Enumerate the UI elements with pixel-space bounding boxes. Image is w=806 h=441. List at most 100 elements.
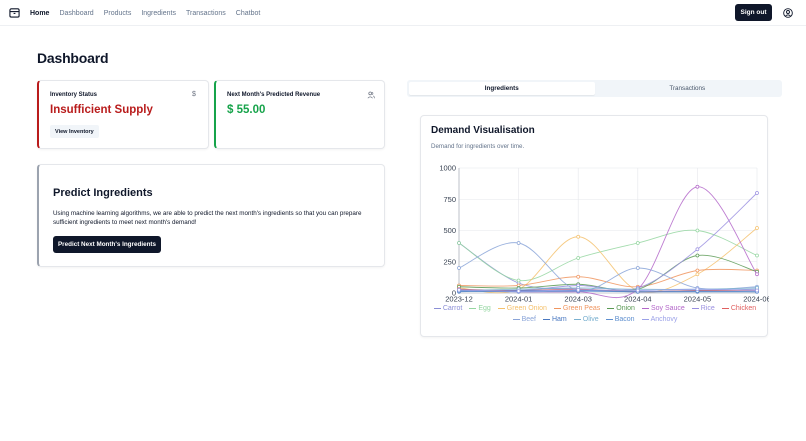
data-point-green-peas — [695, 268, 700, 273]
legend-label: Soy Sauce — [650, 305, 685, 312]
x-tick-label: 2024-06 — [743, 295, 769, 304]
chart-tabs: Ingredients Transactions — [407, 80, 782, 97]
tab-ingredients[interactable]: Ingredients — [409, 82, 595, 95]
demand-chart-card: Demand Visualisation Demand for ingredie… — [420, 115, 769, 337]
nav-link-transactions[interactable]: Transactions — [185, 9, 226, 17]
series-line-egg — [458, 229, 758, 282]
legend-item-green-peas[interactable]: Green Peas — [553, 305, 601, 312]
x-tick-label: 2024-04 — [624, 295, 652, 304]
data-point-egg — [635, 241, 640, 245]
legend-swatch — [605, 319, 613, 320]
legend-item-ham[interactable]: Ham — [542, 316, 567, 323]
legend-swatch — [691, 308, 699, 309]
legend-swatch — [433, 308, 441, 309]
data-point-rice — [755, 191, 759, 195]
legend-item-rice[interactable]: Rice — [691, 305, 715, 312]
data-point-egg — [695, 228, 700, 233]
predict-description: Using machine learning algorithms, we ar… — [53, 210, 362, 226]
legend-swatch — [573, 319, 581, 320]
predicted-revenue-value: $ 55.00 — [227, 104, 266, 116]
data-point-anchovy — [755, 288, 759, 293]
users-icon — [367, 91, 375, 99]
dollar-icon: $ — [192, 91, 196, 98]
chart-title: Demand Visualisation — [431, 125, 535, 136]
legend-item-chicken[interactable]: Chicken — [721, 305, 757, 312]
legend-swatch — [469, 308, 477, 309]
data-point-soy-sauce — [695, 184, 700, 189]
data-point-anchovy — [635, 288, 640, 293]
legend-swatch — [512, 319, 520, 320]
y-tick-label: 750 — [443, 195, 456, 204]
legend-label: Bacon — [614, 316, 635, 323]
data-point-beef — [457, 266, 461, 270]
user-avatar-icon[interactable] — [783, 8, 793, 18]
inventory-status-value: Insufficient Supply — [50, 104, 153, 116]
tab-transactions[interactable]: Transactions — [669, 85, 706, 92]
nav-link-ingredients[interactable]: Ingredients — [141, 9, 176, 17]
inventory-status-card: Inventory Status $ Insufficient Supply V… — [37, 80, 209, 149]
series-line-onion — [458, 254, 758, 291]
data-point-egg — [755, 253, 759, 258]
legend-swatch — [641, 308, 649, 309]
legend-swatch — [542, 319, 550, 320]
legend-item-bacon[interactable]: Bacon — [605, 316, 635, 323]
series-line-rice — [458, 192, 758, 292]
legend-label: Egg — [478, 305, 491, 312]
legend-label: Green Onion — [506, 305, 547, 312]
legend-label: Onion — [616, 305, 635, 312]
series-line-green-onion — [458, 227, 758, 294]
legend-label: Anchovy — [650, 316, 678, 323]
predict-next-month-button[interactable]: Predict Next Month's Ingredients — [53, 236, 161, 253]
predict-title: Predict Ingredients — [53, 187, 153, 199]
demand-line-chart: 0 250 500 750 1000 2023-12 2024-01 2024-03 2024-… — [439, 164, 769, 304]
data-point-green-onion — [755, 226, 759, 230]
x-tick-label: 2024-01 — [505, 295, 533, 304]
data-point-green-onion — [576, 234, 581, 239]
legend-label: Rice — [700, 305, 715, 312]
predicted-revenue-label: Next Month's Predicted Revenue — [227, 92, 321, 98]
y-tick-label: 1000 — [439, 164, 456, 173]
nav-link-chatbot[interactable]: Chatbot — [235, 9, 261, 17]
sign-out-button[interactable]: Sign out — [735, 4, 772, 21]
legend-item-egg[interactable]: Egg — [469, 305, 491, 312]
page-title: Dashboard — [37, 50, 109, 66]
y-tick-label: 0 — [452, 289, 456, 298]
data-point-egg — [457, 241, 461, 245]
series-line-green-peas — [458, 268, 758, 288]
nav-links: Home Dashboard Products Ingredients Tran… — [30, 0, 260, 26]
package-icon[interactable] — [9, 7, 20, 18]
legend-label: Green Peas — [562, 305, 601, 312]
top-nav: Home Dashboard Products Ingredients Tran… — [0, 0, 806, 26]
legend-label: Ham — [551, 316, 567, 323]
x-tick-label: 2023-12 — [445, 295, 473, 304]
data-point-rice — [695, 247, 700, 252]
chart-subtitle: Demand for ingredients over time. — [431, 143, 525, 150]
data-point-soy-sauce — [755, 272, 759, 277]
series-line-anchovy — [458, 288, 758, 292]
view-inventory-button[interactable]: View Inventory — [50, 125, 99, 138]
nav-link-home[interactable]: Home — [30, 9, 50, 17]
series-line-bacon — [458, 290, 758, 293]
legend-item-olive[interactable]: Olive — [573, 316, 599, 323]
legend-item-onion[interactable]: Onion — [607, 305, 635, 312]
chart-legend-row-2: Beef Ham Olive Bacon Anchovy — [421, 316, 769, 323]
data-point-anchovy — [457, 288, 461, 292]
legend-label: Carrot — [442, 305, 463, 312]
legend-item-anchovy[interactable]: Anchovy — [641, 316, 678, 323]
nav-link-dashboard[interactable]: Dashboard — [59, 9, 94, 17]
legend-item-beef[interactable]: Beef — [512, 316, 536, 323]
data-point-onion — [695, 253, 700, 258]
legend-swatch — [553, 308, 561, 309]
legend-item-green-onion[interactable]: Green Onion — [497, 305, 547, 312]
predicted-revenue-card: Next Month's Predicted Revenue $ 55.00 — [214, 80, 385, 149]
data-point-egg — [516, 278, 521, 283]
legend-swatch — [721, 308, 729, 309]
nav-link-products[interactable]: Products — [103, 9, 132, 17]
x-tick-label: 2024-05 — [684, 295, 712, 304]
legend-item-soy-sauce[interactable]: Soy Sauce — [641, 305, 685, 312]
predict-ingredients-card: Predict Ingredients Using machine learni… — [37, 164, 385, 267]
legend-item-carrot[interactable]: Carrot — [433, 305, 463, 312]
inventory-status-label: Inventory Status — [50, 92, 98, 98]
legend-label: Chicken — [730, 305, 757, 312]
y-tick-label: 250 — [443, 257, 456, 266]
